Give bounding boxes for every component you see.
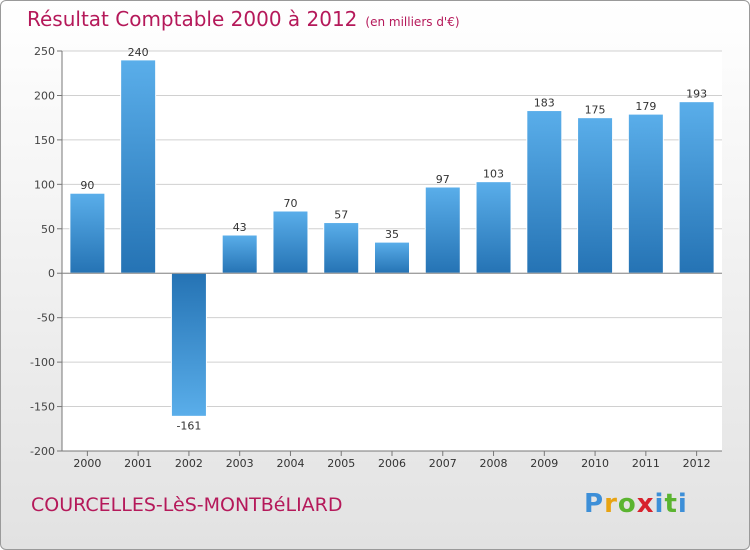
y-tick-label: -150: [30, 401, 55, 414]
y-tick-label: -100: [30, 356, 55, 369]
bar-2012: [678, 101, 715, 274]
data-label: 35: [385, 228, 399, 241]
x-tick-label: 2001: [124, 457, 152, 470]
logo-letter: o: [617, 489, 637, 519]
x-tick-label: 2010: [581, 457, 609, 470]
bar-2005: [323, 222, 360, 274]
data-label: 90: [80, 179, 94, 192]
proxiti-logo: Proxiti: [584, 489, 688, 519]
x-tick-label: 2002: [175, 457, 203, 470]
x-tick-label: 2004: [276, 457, 304, 470]
chart-title: Résultat Comptable 2000 à 2012 (en millie…: [27, 7, 460, 31]
logo-letter: t: [664, 489, 678, 519]
y-tick-label: -50: [37, 312, 55, 325]
y-tick-label: 50: [41, 223, 55, 236]
bar-2007: [424, 186, 461, 274]
logo-letter: i: [677, 489, 688, 519]
commune-name: COURCELLES-LèS-MONTBéLIARD: [31, 494, 343, 516]
data-label: 179: [635, 100, 656, 113]
x-tick-label: 2012: [683, 457, 711, 470]
y-tick-label: 250: [34, 45, 55, 58]
bar-2008: [475, 181, 512, 274]
bar-2009: [526, 110, 563, 274]
x-tick-label: 2005: [327, 457, 355, 470]
y-tick-label: 100: [34, 178, 55, 191]
data-label: -161: [176, 419, 201, 432]
bar-2003: [221, 234, 258, 274]
x-tick-label: 2006: [378, 457, 406, 470]
y-tick-label: 0: [48, 267, 55, 280]
bar-2006: [374, 241, 410, 274]
data-label: 175: [585, 104, 606, 117]
y-tick-label: 200: [34, 89, 55, 102]
x-tick-label: 2007: [429, 457, 457, 470]
data-label: 43: [233, 221, 247, 234]
data-label: 193: [686, 88, 707, 101]
logo-letter: i: [654, 489, 665, 519]
data-label: 240: [128, 46, 149, 59]
bar-2002: [170, 272, 207, 417]
data-label: 57: [334, 209, 348, 222]
y-tick-label: -200: [30, 445, 55, 458]
bar-2000: [69, 192, 106, 274]
logo-letter: r: [604, 489, 618, 519]
x-tick-label: 2003: [226, 457, 254, 470]
logo-letter: P: [584, 489, 605, 519]
bar-2004: [272, 210, 309, 274]
chart-subtitle: (en milliers d'€): [365, 15, 460, 29]
data-label: 103: [483, 168, 504, 181]
x-tick-label: 2011: [632, 457, 660, 470]
x-tick-label: 2008: [480, 457, 508, 470]
x-tick-label: 2000: [73, 457, 101, 470]
data-label: 70: [283, 197, 297, 210]
title-text: Résultat Comptable 2000 à 2012: [27, 7, 358, 31]
bar-2011: [627, 113, 664, 274]
data-label: 97: [436, 173, 450, 186]
logo-letter: x: [636, 489, 655, 519]
data-label: 183: [534, 97, 555, 110]
x-tick-label: 2009: [530, 457, 558, 470]
y-tick-label: 150: [34, 134, 55, 147]
bar-2001: [120, 59, 157, 274]
bar-2010: [577, 117, 614, 274]
